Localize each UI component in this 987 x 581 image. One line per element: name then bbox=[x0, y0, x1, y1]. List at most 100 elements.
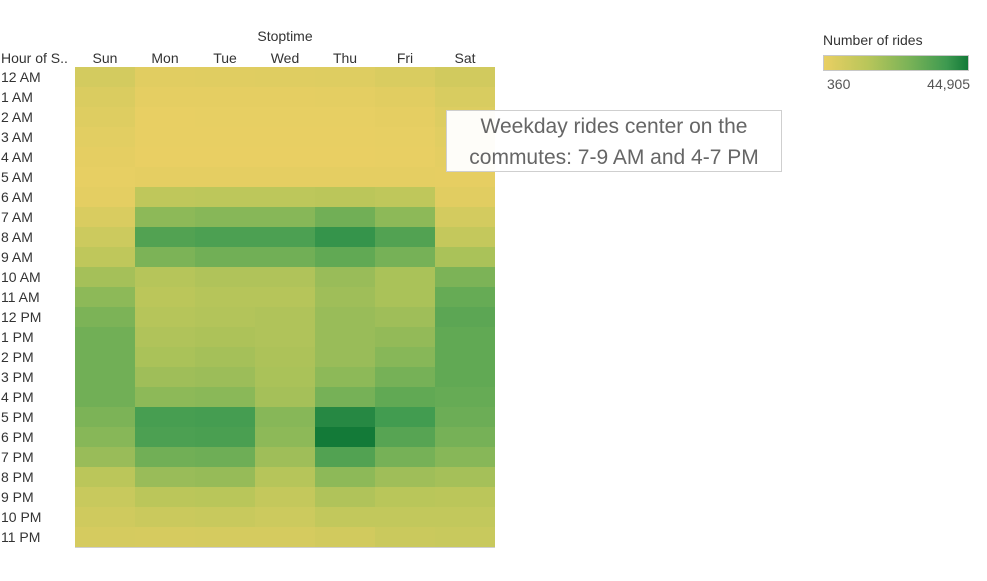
heatmap-cell bbox=[375, 247, 435, 267]
heatmap-cell bbox=[135, 447, 195, 467]
heatmap-cell bbox=[315, 247, 375, 267]
heatmap-cell bbox=[375, 187, 435, 207]
heatmap-cell bbox=[315, 107, 375, 127]
heatmap-cell bbox=[75, 147, 135, 167]
heatmap-cell bbox=[375, 427, 435, 447]
heatmap-cell bbox=[315, 307, 375, 327]
legend-min-label: 360 bbox=[827, 76, 851, 92]
heatmap-cell bbox=[195, 187, 255, 207]
heatmap-cell bbox=[255, 367, 315, 387]
heatmap-cell bbox=[135, 407, 195, 427]
heatmap-cell bbox=[435, 467, 495, 487]
heatmap-cell bbox=[435, 267, 495, 287]
heatmap-cell bbox=[315, 207, 375, 227]
heatmap-cell bbox=[435, 167, 495, 187]
row-label: 9 PM bbox=[1, 489, 34, 505]
heatmap-cell bbox=[255, 247, 315, 267]
heatmap-cell bbox=[375, 147, 435, 167]
heatmap-cell bbox=[255, 387, 315, 407]
row-axis-header: Hour of S.. bbox=[1, 50, 68, 66]
heatmap-cell bbox=[315, 327, 375, 347]
heatmap-cell bbox=[135, 87, 195, 107]
heatmap-cell bbox=[75, 287, 135, 307]
heatmap-cell bbox=[195, 347, 255, 367]
heatmap-cell bbox=[195, 447, 255, 467]
heatmap-cell bbox=[435, 207, 495, 227]
heatmap-cell bbox=[255, 227, 315, 247]
heatmap-cell bbox=[315, 347, 375, 367]
heatmap-cell bbox=[255, 107, 315, 127]
row-label: 4 AM bbox=[1, 149, 33, 165]
row-label: 2 AM bbox=[1, 109, 33, 125]
heatmap-cell bbox=[255, 527, 315, 547]
heatmap-cell bbox=[375, 407, 435, 427]
row-label: 5 PM bbox=[1, 409, 34, 425]
legend-title: Number of rides bbox=[823, 32, 923, 48]
heatmap-cell bbox=[75, 347, 135, 367]
row-label: 1 PM bbox=[1, 329, 34, 345]
row-label: 11 AM bbox=[1, 289, 40, 305]
heatmap-cell bbox=[135, 127, 195, 147]
heatmap-cell bbox=[255, 487, 315, 507]
heatmap-cell bbox=[315, 287, 375, 307]
heatmap-cell bbox=[75, 487, 135, 507]
heatmap-cell bbox=[135, 487, 195, 507]
heatmap-cell bbox=[75, 207, 135, 227]
heatmap-cell bbox=[135, 267, 195, 287]
heatmap-cell bbox=[435, 367, 495, 387]
heatmap-cell bbox=[195, 367, 255, 387]
heatmap-cell bbox=[375, 67, 435, 87]
heatmap-cell bbox=[255, 147, 315, 167]
heatmap-cell bbox=[315, 467, 375, 487]
heatmap-cell bbox=[75, 87, 135, 107]
heatmap-cell bbox=[75, 527, 135, 547]
heatmap-cell bbox=[75, 167, 135, 187]
heatmap-cell bbox=[255, 187, 315, 207]
row-label: 10 AM bbox=[1, 269, 41, 285]
heatmap-cell bbox=[195, 267, 255, 287]
heatmap-cell bbox=[435, 387, 495, 407]
heatmap-cell bbox=[75, 467, 135, 487]
heatmap-cell bbox=[435, 227, 495, 247]
heatmap-cell bbox=[195, 247, 255, 267]
heatmap-cell bbox=[315, 147, 375, 167]
heatmap-cell bbox=[75, 507, 135, 527]
heatmap-cell bbox=[315, 447, 375, 467]
heatmap-cell bbox=[435, 407, 495, 427]
heatmap-cell bbox=[255, 67, 315, 87]
heatmap-cell bbox=[375, 367, 435, 387]
legend-color-ramp bbox=[823, 55, 969, 71]
heatmap-cell bbox=[135, 227, 195, 247]
heatmap-cell bbox=[75, 267, 135, 287]
heatmap-cell bbox=[135, 187, 195, 207]
heatmap-cell bbox=[375, 487, 435, 507]
heatmap-cell bbox=[375, 207, 435, 227]
row-label: 3 AM bbox=[1, 129, 33, 145]
row-label: 8 AM bbox=[1, 229, 33, 245]
row-label: 9 AM bbox=[1, 249, 33, 265]
row-label: 10 PM bbox=[1, 509, 41, 525]
heatmap-cell bbox=[315, 407, 375, 427]
heatmap-cell bbox=[435, 307, 495, 327]
heatmap-cell bbox=[375, 447, 435, 467]
heatmap-cell bbox=[195, 507, 255, 527]
heatmap-cell bbox=[195, 527, 255, 547]
heatmap-cell bbox=[135, 427, 195, 447]
heatmap-cell bbox=[195, 147, 255, 167]
row-label: 11 PM bbox=[1, 529, 40, 545]
heatmap-cell bbox=[315, 227, 375, 247]
row-label: 12 AM bbox=[1, 69, 41, 85]
heatmap-cell bbox=[375, 387, 435, 407]
heatmap-cell bbox=[435, 347, 495, 367]
row-label: 5 AM bbox=[1, 169, 33, 185]
heatmap-cell bbox=[315, 267, 375, 287]
heatmap-cell bbox=[255, 407, 315, 427]
column-label: Mon bbox=[151, 50, 178, 66]
heatmap-cell bbox=[315, 527, 375, 547]
heatmap-cell bbox=[315, 367, 375, 387]
heatmap-cell bbox=[195, 127, 255, 147]
heatmap-cell bbox=[255, 127, 315, 147]
heatmap-cell bbox=[375, 527, 435, 547]
heatmap-cell bbox=[435, 487, 495, 507]
